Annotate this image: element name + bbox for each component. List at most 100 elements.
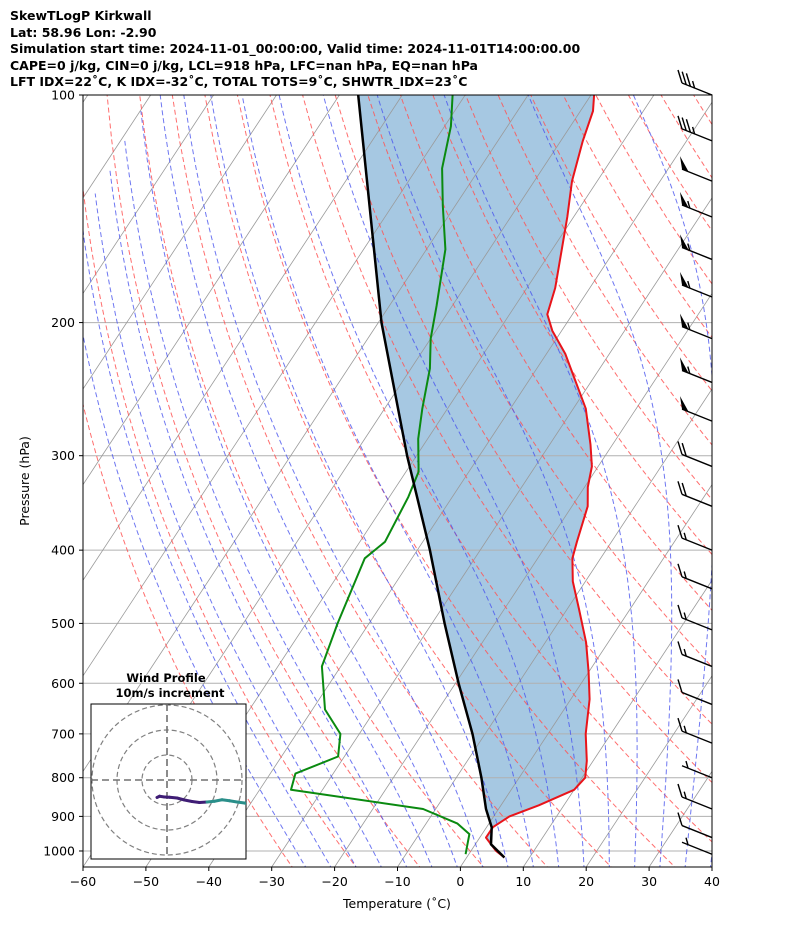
inset-content — [91, 704, 246, 859]
x-tick-label: 10 — [515, 874, 531, 889]
moist-adiabat — [527, 95, 673, 867]
barb-staff — [681, 765, 713, 779]
dry-adiabat — [726, 95, 794, 870]
barb-staff — [681, 537, 713, 551]
barb-staff — [681, 841, 713, 855]
chart-title: SkewTLogP Kirkwall — [10, 8, 152, 23]
barb-full — [677, 679, 683, 693]
y-tick-label: 700 — [51, 726, 75, 741]
wind-barb — [680, 396, 713, 422]
barb-half — [683, 532, 687, 541]
barb-full — [677, 563, 683, 578]
wind-barb — [681, 837, 713, 855]
dry-adiabat — [465, 95, 712, 501]
isotherm-line — [397, 388, 712, 867]
x-tick-label: −30 — [259, 874, 285, 889]
moist-adiabat — [94, 193, 357, 867]
barb-flag — [680, 357, 689, 374]
location-line: Lat: 58.96 Lon: -2.90 — [10, 24, 157, 40]
barb-full — [685, 119, 692, 133]
isotherm-line — [83, 95, 403, 581]
wind-barb — [680, 271, 713, 298]
barb-full — [677, 481, 683, 495]
wind-barb — [677, 679, 713, 706]
cape-cin-fill — [358, 95, 595, 858]
inset-frame — [90, 703, 247, 860]
barb-full — [677, 783, 683, 798]
y-tick-label: 100 — [51, 88, 75, 103]
barb-half — [683, 725, 687, 733]
barb-half — [685, 760, 689, 769]
wind-barb — [680, 156, 713, 182]
barb-full — [681, 117, 687, 131]
barb-full — [677, 641, 683, 655]
dry-adiabat — [236, 95, 676, 867]
isotherm-line — [775, 95, 794, 867]
wind-barb — [677, 481, 713, 507]
barb-half — [685, 837, 689, 845]
isotherm-line — [208, 101, 712, 867]
barb-full — [681, 482, 687, 497]
dry-adiabat — [83, 402, 293, 867]
wind-barb — [677, 717, 713, 744]
inset-title: Wind Profile — [126, 671, 206, 685]
x-tick-label: 40 — [704, 874, 720, 889]
dry-adiabat — [432, 95, 712, 556]
x-tick-label: −60 — [70, 874, 96, 889]
x-tick-label: −40 — [196, 874, 222, 889]
barb-half — [687, 200, 691, 209]
moist-adiabat — [159, 95, 458, 867]
moist-adiabat — [124, 140, 408, 867]
dry-adiabat — [302, 95, 712, 784]
barb-full — [677, 604, 683, 619]
isotherm-line — [585, 675, 712, 867]
x-tick-label: −20 — [321, 874, 347, 889]
moist-adiabat — [83, 226, 332, 867]
barb-staff — [681, 493, 713, 507]
wind-barb — [681, 760, 713, 779]
isotherm-line — [522, 579, 712, 867]
isotherm-line — [83, 95, 214, 295]
hodo-trace — [243, 801, 246, 805]
y-tick-label: 500 — [51, 616, 75, 631]
dry-adiabat — [367, 95, 712, 668]
x-axis-label: Temperature (˚C) — [342, 896, 451, 911]
barb-full — [677, 69, 683, 84]
y-tick-label: 400 — [51, 543, 75, 558]
barb-flag — [680, 396, 689, 412]
moist-adiabat — [140, 110, 433, 867]
time-line: Simulation start time: 2024-11-01_00:00:… — [10, 41, 581, 56]
y-axis-label: Pressure (hPa) — [17, 436, 32, 526]
y-tick-label: 900 — [51, 809, 75, 824]
barb-full — [677, 441, 683, 455]
barb-staff — [681, 691, 713, 706]
moist-adiabat — [109, 168, 382, 867]
isotherm-line — [83, 95, 89, 103]
moist-adiabat — [278, 95, 560, 867]
barb-staff — [681, 576, 713, 590]
barb-half — [683, 571, 687, 579]
barb-full — [677, 717, 683, 732]
barb-staff — [681, 824, 713, 839]
barb-full — [681, 71, 687, 85]
y-tick-label: 200 — [51, 315, 75, 330]
x-tick-label: 30 — [641, 874, 657, 889]
barb-staff — [681, 653, 713, 668]
dry-adiabat — [759, 95, 794, 870]
isotherm-line — [83, 95, 340, 486]
wind-barb — [677, 115, 713, 142]
barb-staff — [681, 369, 713, 384]
barb-half — [691, 126, 696, 135]
isotherm-line — [83, 95, 277, 390]
barb-half — [683, 648, 687, 657]
barb-staff — [681, 82, 713, 96]
wind-barb — [680, 313, 713, 340]
barb-staff — [681, 730, 713, 744]
barb-half — [687, 366, 691, 374]
chart-header: SkewTLogP Kirkwall Lat: 58.96 Lon: -2.90… — [10, 8, 790, 91]
barb-staff — [681, 453, 713, 468]
isotherm-line — [711, 866, 712, 867]
wind-barb — [677, 641, 713, 668]
